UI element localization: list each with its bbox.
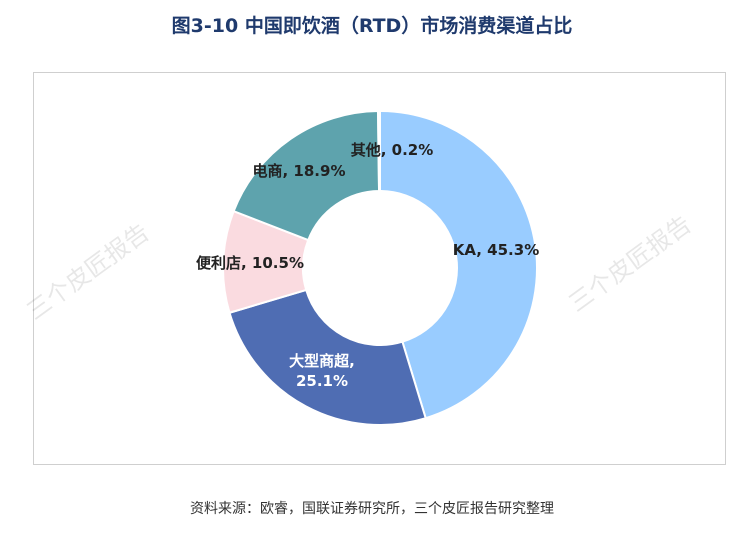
chart-frame bbox=[33, 72, 726, 465]
slice-其他 bbox=[377, 109, 381, 193]
slice-label-电商: 电商, 18.9% bbox=[253, 162, 346, 180]
slice-label-便利店: 便利店, 10.5% bbox=[196, 254, 304, 272]
slice-label-大型商超: 大型商超, 25.1% bbox=[289, 352, 355, 390]
slice-电商 bbox=[232, 109, 381, 242]
slice-label-KA: KA, 45.3% bbox=[453, 241, 539, 259]
slice-KA bbox=[379, 109, 538, 420]
slice-大型商超 bbox=[228, 288, 427, 426]
source-note: 资料来源：欧睿，国联证券研究所，三个皮匠报告研究整理 bbox=[190, 501, 554, 517]
slice-label-其他: 其他, 0.2% bbox=[351, 141, 434, 159]
chart-title: 图3-10 中国即饮酒（RTD）市场消费渠道占比 bbox=[171, 15, 573, 37]
